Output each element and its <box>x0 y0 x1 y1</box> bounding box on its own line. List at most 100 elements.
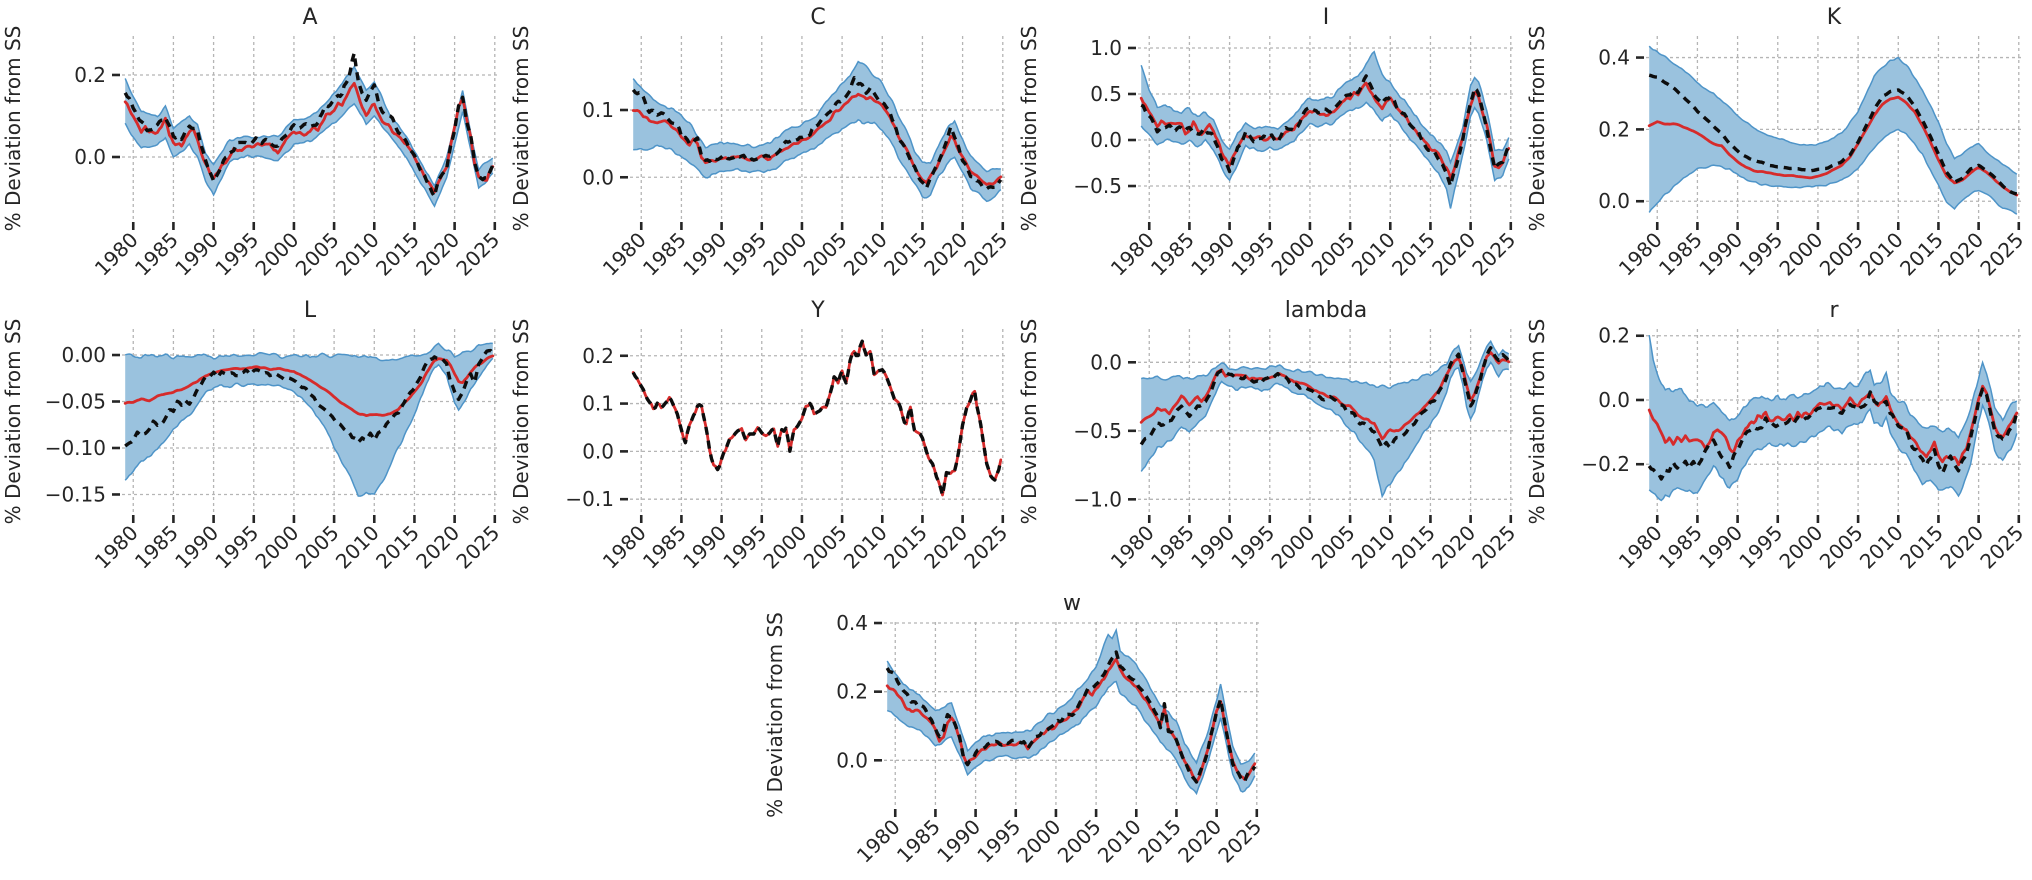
x-tick-label: 2010 <box>1347 521 1400 574</box>
chart-canvas-Y: 1980198519901995200020052010201520202025… <box>509 298 1012 574</box>
subplot-title: w <box>1063 591 1081 616</box>
x-tick-label: 1995 <box>1226 521 1279 574</box>
x-tick-label: 2010 <box>331 228 384 281</box>
y-axis-label: % Deviation from SS <box>1017 26 1041 232</box>
data-dashed-line <box>123 51 495 199</box>
y-tick-label: 0.4 <box>1598 46 1630 70</box>
subplot-i: 1980 1985 1990 1995 2000 2005 2010 2015 2020 2025… <box>1016 0 1524 293</box>
chart-canvas-w: 1980198519901995200020052010201520202025… <box>763 591 1266 868</box>
figure-row-2: 1980 1985 1990 1995 2000 2005 2010 2015 2020 2025… <box>0 293 2032 586</box>
confidence-band <box>1141 51 1509 209</box>
x-tick-label: 1980 <box>1106 521 1159 574</box>
x-tick-label: 2000 <box>251 228 304 281</box>
chart-canvas-I: 1980198519901995200020052010201520202025… <box>1017 5 1520 281</box>
x-tick-label: 1980 <box>90 521 143 574</box>
y-tick-label: 0.0 <box>1598 189 1630 213</box>
x-tick-label: 1985 <box>130 228 183 281</box>
x-tick-label: 1995 <box>1226 228 1279 281</box>
x-tick-label: 2010 <box>839 228 892 281</box>
x-tick-label: 1985 <box>1146 521 1199 574</box>
chart-canvas-C: 1980198519901995200020052010201520202025… <box>509 5 1012 281</box>
subplot-title: I <box>1323 5 1330 30</box>
x-tick-label: 1995 <box>718 228 771 281</box>
chart-canvas-L: 1980198519901995200020052010201520202025… <box>1 298 504 574</box>
band-upper-edge <box>125 342 493 362</box>
x-tick-label: 1990 <box>1694 228 1747 281</box>
data-dashed-line <box>631 339 1003 497</box>
x-tick-label: 2010 <box>1347 228 1400 281</box>
x-tick-label: 2005 <box>1053 815 1106 868</box>
x-tick-label: 2020 <box>1935 228 1988 281</box>
x-tick-label: 2025 <box>1975 228 2028 281</box>
x-tick-label: 2010 <box>1855 521 1908 574</box>
x-tick-label: 2010 <box>331 521 384 574</box>
x-tick-label: 2015 <box>1895 521 1948 574</box>
y-tick-label: 0.5 <box>1090 82 1122 106</box>
y-tick-label: 0.0 <box>582 165 614 189</box>
y-tick-label: 0.0 <box>582 439 614 463</box>
x-tick-label: 2020 <box>411 521 464 574</box>
x-tick-label: 1990 <box>170 521 223 574</box>
y-axis-label: % Deviation from SS <box>509 26 533 232</box>
x-tick-label: 1980 <box>1106 228 1159 281</box>
subplot-lambda: 1980 1985 1990 1995 2000 2005 2010 2015 2020 2025… <box>1016 293 1524 586</box>
x-tick-label: 2025 <box>1213 815 1266 868</box>
y-tick-label: 0.0 <box>74 145 106 169</box>
x-tick-label: 1985 <box>130 521 183 574</box>
y-tick-label: 0.2 <box>836 680 868 704</box>
x-tick-label: 2020 <box>1427 228 1480 281</box>
subplot-title: C <box>810 5 825 30</box>
subplot-a: 1980 1985 1990 1995 2000 2005 2010 2015 2020 2025… <box>0 0 508 293</box>
x-tick-label: 2005 <box>799 521 852 574</box>
y-tick-label: −1.0 <box>1073 487 1122 511</box>
subplot-title: Y <box>810 298 825 323</box>
x-tick-label: 2020 <box>411 228 464 281</box>
x-tick-label: 1995 <box>972 815 1025 868</box>
x-tick-label: 2025 <box>451 228 504 281</box>
subplot-l: 1980 1985 1990 1995 2000 2005 2010 2015 2020 2025… <box>0 293 508 586</box>
smoothed-line <box>123 354 495 417</box>
x-tick-label: 1990 <box>678 521 731 574</box>
band-lower-edge <box>1140 101 1510 209</box>
y-tick-label: −0.15 <box>45 482 106 506</box>
x-tick-label: 1985 <box>1654 228 1707 281</box>
y-tick-label: −0.2 <box>1581 452 1630 476</box>
x-tick-label: 2015 <box>1133 815 1186 868</box>
y-tick-label: −0.05 <box>45 390 106 414</box>
data-dashed-line <box>124 348 495 448</box>
subplot-c: 1980 1985 1990 1995 2000 2005 2010 2015 2020 2025… <box>508 0 1016 293</box>
subplot-k: 1980 1985 1990 1995 2000 2005 2010 2015 2020 2025… <box>1524 0 2032 293</box>
y-axis-label: % Deviation from SS <box>1525 26 1549 232</box>
x-tick-label: 2015 <box>1895 228 1948 281</box>
y-axis-label: % Deviation from SS <box>1017 319 1041 525</box>
x-tick-label: 2025 <box>959 228 1012 281</box>
x-tick-label: 2000 <box>1013 815 1066 868</box>
x-tick-label: 2015 <box>1387 521 1440 574</box>
y-tick-label: 1.0 <box>1090 36 1122 60</box>
y-axis-label: % Deviation from SS <box>1525 319 1549 525</box>
x-tick-label: 2015 <box>879 228 932 281</box>
chart-canvas-r: 1980198519901995200020052010201520202025… <box>1525 298 2028 574</box>
x-tick-label: 1995 <box>718 521 771 574</box>
x-tick-label: 1995 <box>1734 521 1787 574</box>
y-tick-label: 0.1 <box>582 98 614 122</box>
x-tick-label: 2015 <box>879 521 932 574</box>
y-tick-label: −0.5 <box>1073 419 1122 443</box>
y-tick-label: −0.10 <box>45 436 106 460</box>
data-dashed-line <box>631 75 1003 191</box>
x-tick-label: 2000 <box>1775 521 1828 574</box>
x-tick-label: 2005 <box>291 521 344 574</box>
subplot-w: 1980 1985 1990 1995 2000 2005 2010 2015 2020 2025… <box>762 586 1270 880</box>
x-tick-label: 2000 <box>759 521 812 574</box>
subplot-title: K <box>1827 5 1842 30</box>
x-tick-label: 2010 <box>1855 228 1908 281</box>
x-tick-label: 1980 <box>90 228 143 281</box>
subplot-title: L <box>304 298 317 323</box>
x-tick-label: 1980 <box>852 815 905 868</box>
band-lower-edge <box>124 357 494 497</box>
x-tick-label: 1990 <box>1694 521 1747 574</box>
x-tick-label: 2025 <box>1975 521 2028 574</box>
x-tick-label: 2005 <box>1307 228 1360 281</box>
band-upper-edge <box>886 627 1256 765</box>
